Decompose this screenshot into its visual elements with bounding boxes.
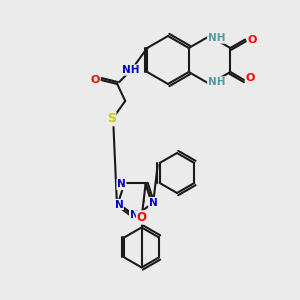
Text: N: N <box>115 200 123 210</box>
Text: O: O <box>245 74 255 83</box>
Text: O: O <box>91 75 100 85</box>
Text: O: O <box>248 34 257 44</box>
Text: N: N <box>149 198 158 208</box>
Text: NH: NH <box>208 77 225 87</box>
Text: S: S <box>107 112 116 125</box>
Text: N: N <box>130 210 138 220</box>
Text: NH: NH <box>122 65 140 75</box>
Text: O: O <box>136 211 147 224</box>
Text: N: N <box>117 179 126 189</box>
Text: NH: NH <box>208 33 225 43</box>
